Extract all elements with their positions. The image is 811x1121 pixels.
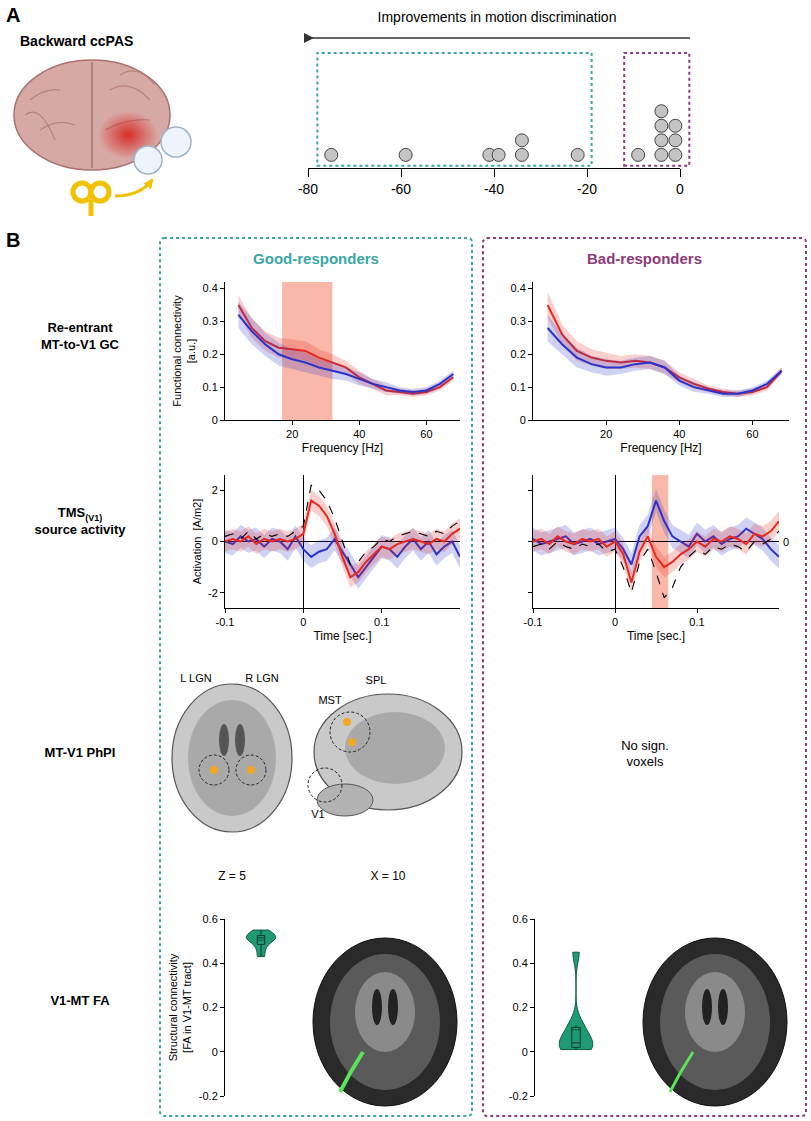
svg-text:-2: -2 [208, 587, 218, 599]
svg-text:20: 20 [600, 428, 612, 440]
svg-text:0.1: 0.1 [203, 381, 218, 393]
svg-text:V1: V1 [311, 808, 324, 820]
svg-text:No sign.: No sign. [621, 738, 669, 753]
svg-text:20: 20 [286, 428, 298, 440]
svg-text:0: 0 [783, 536, 789, 548]
svg-text:Time [sec.]: Time [sec.] [313, 629, 371, 643]
svg-text:0.1: 0.1 [511, 381, 526, 393]
svg-text:0.2: 0.2 [511, 348, 526, 360]
svg-text:Functional connectivity[a.u.]: Functional connectivity[a.u.] [171, 295, 197, 407]
svg-text:0: 0 [520, 414, 526, 426]
svg-text:MT-V1 PhPI: MT-V1 PhPI [45, 745, 116, 760]
svg-text:SPL: SPL [366, 674, 387, 686]
svg-text:0.2: 0.2 [203, 1001, 218, 1013]
svg-text:Activation [A/m2]: Activation [A/m2] [191, 499, 203, 585]
svg-text:Frequency [Hz]: Frequency [Hz] [302, 441, 383, 455]
svg-text:TMS(V1): TMS(V1) [58, 505, 102, 523]
svg-text:0: 0 [676, 181, 684, 197]
svg-text:Good-responders: Good-responders [253, 250, 379, 267]
svg-text:Bad-responders: Bad-responders [587, 250, 702, 267]
svg-text:60: 60 [746, 428, 758, 440]
svg-text:Backward ccPAS: Backward ccPAS [20, 33, 133, 49]
svg-text:Structural connectivity[FA in: Structural connectivity[FA in V1-MT trac… [167, 953, 193, 1061]
svg-text:-0.1: -0.1 [524, 616, 543, 628]
svg-text:0: 0 [212, 414, 218, 426]
svg-text:-0.2: -0.2 [509, 1090, 528, 1102]
svg-text:source activity: source activity [34, 522, 126, 537]
svg-text:X = 10: X = 10 [370, 869, 405, 883]
svg-text:0.3: 0.3 [203, 315, 218, 327]
svg-text:40: 40 [353, 428, 365, 440]
svg-text:0.4: 0.4 [513, 957, 528, 969]
svg-text:40: 40 [673, 428, 685, 440]
svg-text:0.3: 0.3 [511, 315, 526, 327]
svg-text:0.1: 0.1 [689, 616, 704, 628]
svg-text:0.4: 0.4 [203, 282, 218, 294]
svg-text:0: 0 [522, 1046, 528, 1058]
svg-text:V1-MT FA: V1-MT FA [50, 993, 110, 1008]
svg-text:A: A [6, 4, 20, 26]
svg-text:2: 2 [212, 484, 218, 496]
svg-text:Time [sec.]: Time [sec.] [627, 629, 685, 643]
svg-text:Improvements in motion discrim: Improvements in motion discrimination [378, 9, 617, 25]
svg-text:0.6: 0.6 [513, 913, 528, 925]
svg-text:-20: -20 [577, 181, 597, 197]
svg-text:-80: -80 [298, 181, 318, 197]
svg-text:0.4: 0.4 [511, 282, 526, 294]
svg-text:-60: -60 [391, 181, 411, 197]
svg-text:0: 0 [212, 1046, 218, 1058]
svg-text:0.2: 0.2 [513, 1001, 528, 1013]
svg-text:-40: -40 [484, 181, 504, 197]
svg-text:-0.1: -0.1 [216, 616, 235, 628]
svg-text:Z = 5: Z = 5 [218, 869, 246, 883]
svg-text:0.6: 0.6 [203, 913, 218, 925]
svg-text:0: 0 [212, 535, 218, 547]
svg-text:0.2: 0.2 [203, 348, 218, 360]
svg-text:R LGN: R LGN [245, 672, 279, 684]
svg-text:L LGN: L LGN [180, 672, 211, 684]
svg-text:MT-to-V1 GC: MT-to-V1 GC [41, 337, 120, 352]
svg-text:0.4: 0.4 [203, 957, 218, 969]
svg-text:0: 0 [612, 616, 618, 628]
svg-text:Frequency [Hz]: Frequency [Hz] [620, 441, 701, 455]
svg-text:0: 0 [300, 616, 306, 628]
svg-text:B: B [6, 229, 20, 251]
svg-text:0.1: 0.1 [374, 616, 389, 628]
svg-text:voxels: voxels [627, 754, 664, 769]
svg-text:MST: MST [318, 694, 342, 706]
svg-text:-0.2: -0.2 [199, 1090, 218, 1102]
svg-text:Re-entrant: Re-entrant [47, 320, 113, 335]
svg-text:60: 60 [420, 428, 432, 440]
